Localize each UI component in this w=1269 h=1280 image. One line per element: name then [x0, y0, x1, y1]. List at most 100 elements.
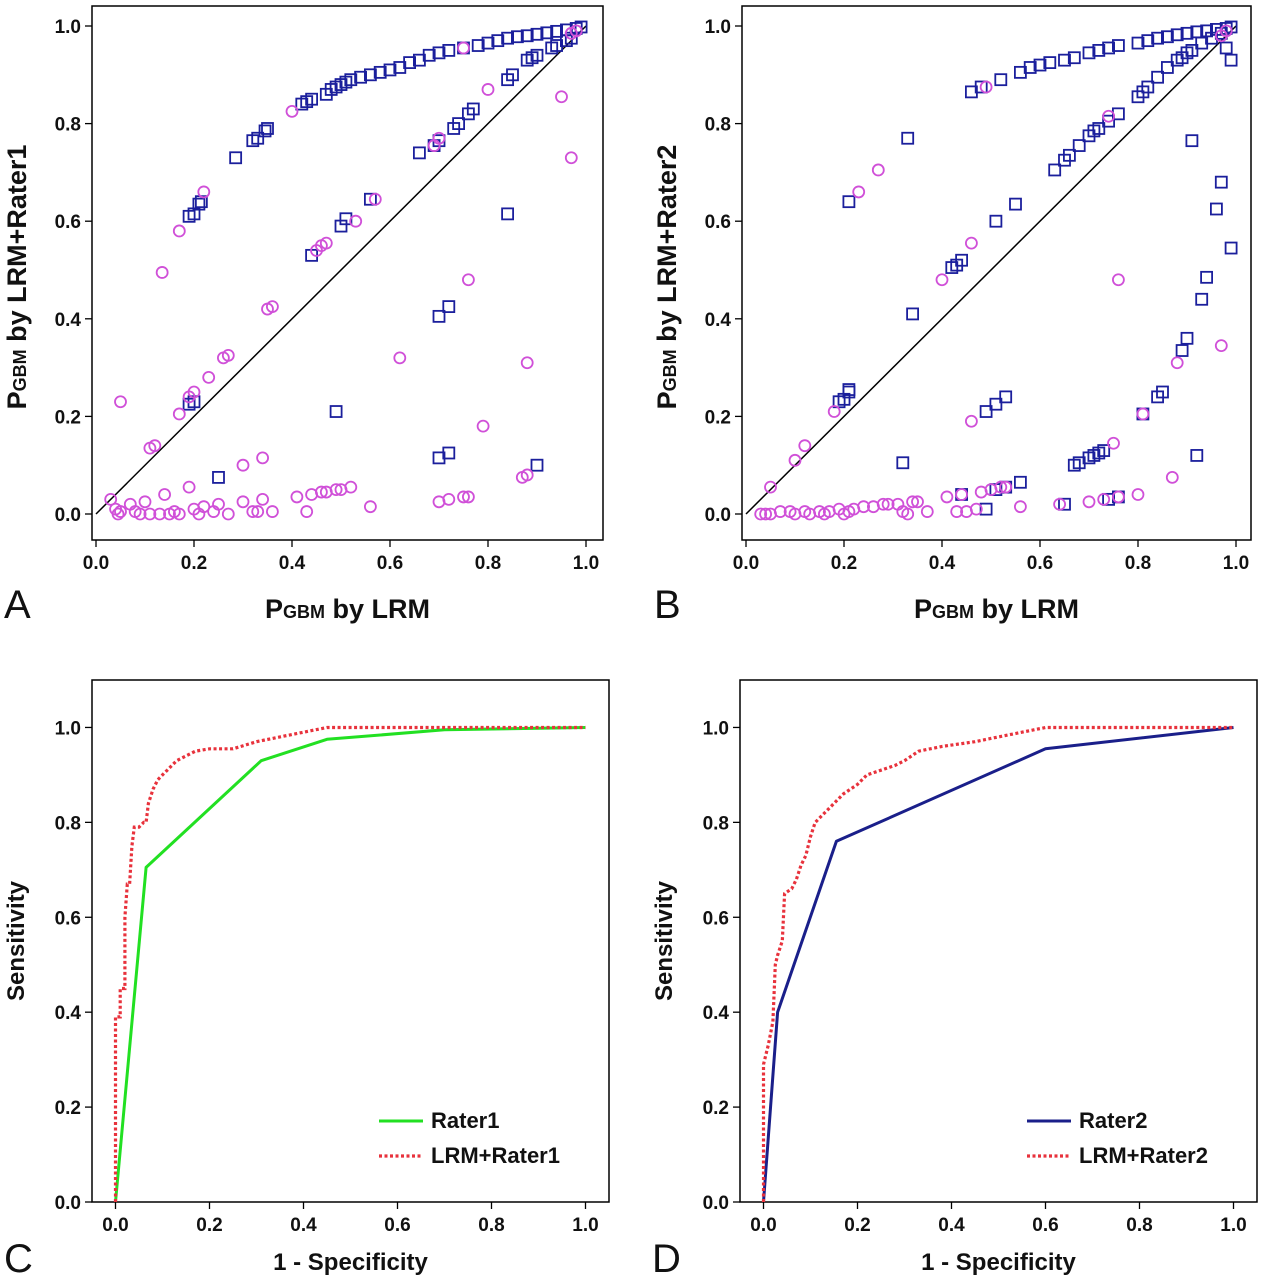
legend: Rater1 LRM+Rater1: [379, 1108, 560, 1168]
square-point: [491, 34, 505, 48]
x-tick-label: 0.2: [196, 1215, 222, 1236]
circle-point: [1170, 356, 1184, 370]
square-point: [1048, 163, 1062, 177]
roc-line-rater1: [114, 726, 586, 1203]
x-axis-label: 1 - Specificity: [273, 1249, 428, 1276]
circle-point: [197, 500, 211, 514]
square-point: [422, 48, 436, 62]
square-point: [1180, 26, 1194, 40]
y-tick-label: 0.2: [705, 407, 731, 428]
square-point: [363, 68, 377, 82]
circle-point: [798, 439, 812, 453]
circle-point: [955, 488, 968, 501]
square-point: [506, 68, 519, 82]
circle-point: [143, 507, 157, 521]
circle-point: [285, 105, 299, 118]
circle-point: [481, 83, 495, 96]
y-tick-label: 0.2: [55, 1098, 81, 1119]
legend-label: Rater1: [431, 1108, 499, 1133]
y-tick-label: 0.6: [55, 212, 81, 233]
circle-point: [935, 273, 949, 287]
panel-label: B: [654, 583, 681, 627]
y-axis-label: Sensitivity: [3, 880, 30, 1001]
circle-point: [1136, 407, 1150, 421]
x-tick-label: 0.4: [929, 553, 956, 574]
circle-point: [349, 214, 363, 228]
reference-diagonal: [745, 25, 1237, 515]
circle-point: [1131, 488, 1145, 501]
circle-point: [138, 495, 152, 509]
circle-point: [256, 451, 270, 465]
circle-point: [950, 505, 964, 518]
square-point: [344, 73, 358, 87]
square-point: [1092, 44, 1106, 57]
square-point: [989, 397, 1003, 411]
circle-point: [827, 405, 841, 418]
square-point: [1067, 51, 1081, 65]
square-point: [501, 207, 515, 221]
circle-point: [236, 495, 250, 509]
x-tick-label: 0.6: [377, 553, 403, 574]
square-point: [258, 124, 272, 138]
y-tick-label: 0.4: [705, 310, 732, 331]
square-point: [530, 27, 544, 41]
panel-label: A: [4, 583, 31, 627]
legend-label: LRM+Rater2: [1079, 1143, 1208, 1168]
legend-label: Rater2: [1079, 1108, 1147, 1133]
y-tick-label: 0.4: [703, 1003, 730, 1024]
x-tick-label: 0.2: [844, 1215, 870, 1236]
circle-point: [319, 236, 333, 250]
square-point: [354, 70, 368, 84]
circle-point: [520, 468, 534, 482]
roc-line-lrm-rater1: [113, 725, 586, 1202]
roc-line-rater2: [762, 726, 1234, 1203]
circle-point: [114, 505, 127, 518]
circle-point: [202, 370, 216, 384]
x-tick-label: 0.2: [181, 553, 207, 574]
square-point: [540, 26, 554, 40]
reference-diagonal: [95, 25, 587, 515]
y-axis-label: PGBM by LRM+Rater2: [652, 145, 682, 410]
square-point: [251, 131, 265, 145]
panel-d: 0.0 0.2 0.4 0.6 0.8 1.0 0.0 0.2 0.4 0.6 0.8 1.0 Rate…: [651, 679, 1258, 1280]
circle-point: [114, 395, 127, 409]
square-point: [412, 146, 426, 160]
plot-frame: [91, 679, 610, 1203]
square-point: [1156, 385, 1169, 399]
square-point: [1151, 31, 1164, 45]
x-axis-label-p: P: [265, 594, 283, 624]
panel-label: C: [4, 1237, 33, 1280]
circle-point: [461, 490, 475, 504]
y-axis-label-p: P: [2, 391, 32, 409]
square-point: [1063, 148, 1076, 162]
circle-point: [1107, 436, 1120, 450]
x-tick-label: 0.0: [750, 1215, 776, 1236]
square-point: [999, 390, 1013, 404]
circle-point: [911, 495, 924, 509]
plot-frame: [739, 679, 1258, 1203]
circle-point: [155, 266, 169, 279]
circle-point: [569, 24, 583, 38]
square-point: [363, 192, 377, 206]
square-point: [383, 63, 397, 77]
circle-point: [457, 41, 470, 55]
circle-point: [111, 507, 125, 521]
circle-point: [857, 500, 870, 514]
y-tick-label: 0.6: [705, 212, 731, 233]
x-tick-label: 1.0: [572, 1215, 598, 1236]
square-point: [229, 151, 243, 165]
panel-b: 0.0 0.2 0.4 0.6 0.8 1.00.00.20.40.60.81.0PGBM…: [652, 5, 1252, 627]
circle-point: [172, 407, 186, 421]
square-point: [1170, 28, 1184, 42]
square-point: [466, 102, 480, 116]
y-tick-label: 0.2: [703, 1098, 729, 1119]
square-point: [1214, 175, 1228, 189]
square-point: [452, 117, 466, 130]
y-tick-label: 0.0: [703, 1193, 729, 1214]
x-axis-label-rest: by LRM: [325, 594, 430, 624]
x-tick-label: 0.8: [1125, 553, 1151, 574]
square-point: [842, 383, 856, 396]
circle-point: [256, 492, 270, 506]
circle-point: [290, 490, 304, 504]
square-point: [530, 48, 544, 62]
